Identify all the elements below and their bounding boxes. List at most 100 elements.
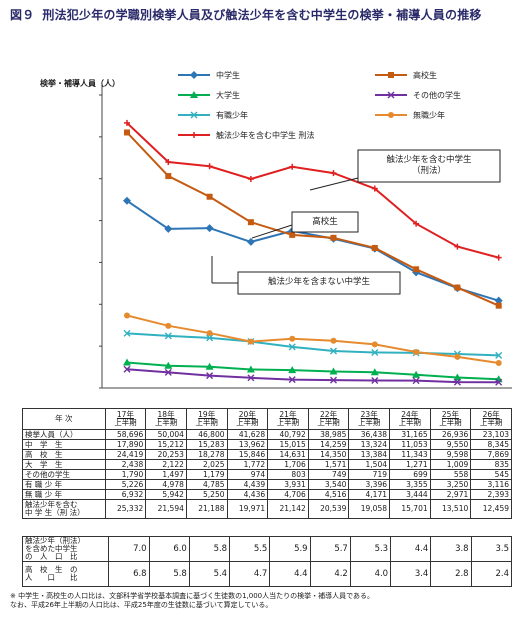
data-point — [123, 365, 131, 373]
year-header: 18年 上半期 — [145, 408, 187, 430]
y-axis-title: 検挙・補導人員（人） — [40, 78, 120, 88]
year-label: 26年 — [482, 410, 500, 420]
half-label: 上半期 — [276, 418, 300, 427]
table-cell: 1,772 — [226, 459, 269, 470]
data-point — [164, 224, 173, 233]
table-cell: 15,701 — [389, 499, 431, 519]
table-cell: 3,540 — [307, 479, 350, 490]
table-cell: 20,539 — [307, 499, 350, 519]
legend-marker — [190, 71, 198, 79]
half-label: 上半期 — [236, 418, 259, 427]
data-point — [370, 368, 379, 376]
table-cell: 23,103 — [470, 429, 512, 440]
table-cell: 14,259 — [307, 439, 350, 450]
callout-high-school-box — [291, 211, 359, 233]
data-table: 年 次 17年 上半期 18年 上半期 19年 上半期 20年 上半期 21年 上半期 22年 上半期 2… — [22, 408, 512, 519]
legend-label-0: 中学生 — [216, 70, 240, 80]
table-cell: 974 — [226, 469, 269, 480]
table-cell: 21,188 — [185, 499, 228, 519]
table-cell: 4,516 — [307, 489, 350, 500]
ratio-cell: 6.0 — [148, 536, 190, 562]
table-cell: 4,439 — [226, 479, 269, 490]
table-cell: 46,800 — [185, 429, 228, 440]
footnote: ※ 中学生・高校生の人口比は、文部科学省学校基本調査に基づく生徒数の1,000人… — [10, 592, 520, 611]
table-row: 中 学 生 17,890 15,212 15,283 13,962 15,015 14,25… — [22, 439, 512, 450]
data-point — [413, 266, 420, 273]
ratio-cell: 5.5 — [229, 536, 271, 562]
data-point — [164, 361, 173, 369]
legend-label-6: 触法少年を含む中学生 刑法 — [216, 130, 315, 140]
callout-middle-school-incl-text: 触法少年を含む中学生 — [386, 154, 472, 165]
table-cell: 1,497 — [145, 469, 187, 480]
half-label: 上半期 — [195, 418, 218, 427]
half-label: 上半期 — [479, 418, 503, 427]
table-cell: 40,792 — [267, 429, 309, 440]
table-corner: 年 次 — [22, 408, 106, 430]
row-label: 検挙人員（人） — [22, 429, 106, 440]
table-cell: 58,696 — [104, 429, 147, 440]
year-label: 22年 — [320, 410, 338, 420]
data-point — [371, 341, 378, 348]
half-label: 上半期 — [154, 418, 178, 427]
table-cell: 1,571 — [307, 459, 350, 470]
row-label: 中 学 生 — [22, 439, 106, 450]
data-point — [205, 362, 214, 370]
figure-title: 図９ 刑法犯少年の学職別検挙人員及び触法少年を含む中学生の検挙・補導人員の推移 — [10, 6, 522, 23]
table-cell: 719 — [348, 469, 390, 480]
data-point — [330, 234, 337, 241]
row-label: 無 職 少 年 — [22, 489, 106, 500]
ratio-cell: 5.7 — [309, 536, 351, 562]
ratio-cell: 3.5 — [470, 536, 513, 562]
table-header-row: 年 次 17年 上半期 18年 上半期 19年 上半期 20年 上半期 21年 上半期 22年 上半期 2… — [22, 408, 512, 430]
table-cell: 9,598 — [429, 449, 472, 460]
legend-label-3: その他の学生 — [413, 90, 461, 100]
ratio-cell: 4.0 — [349, 561, 392, 587]
data-point — [371, 348, 379, 356]
table-cell: 12,459 — [470, 499, 512, 519]
data-point — [247, 338, 254, 345]
table-cell: 15,283 — [185, 439, 228, 450]
table-cell: 14,350 — [307, 449, 350, 460]
year-label: 18年 — [157, 410, 175, 420]
data-point — [329, 367, 338, 375]
table-cell: 7,869 — [470, 449, 512, 460]
series-line-5 — [126, 314, 499, 364]
data-point — [413, 348, 420, 355]
table-row: 高 校 生 24,419 20,253 18,278 15,846 14,631 14,35… — [22, 449, 512, 460]
ratio-cell: 3.4 — [390, 561, 432, 587]
table-cell: 1,179 — [185, 469, 228, 480]
ratio-cell: 7.0 — [108, 536, 150, 562]
table-cell: 1,790 — [104, 469, 147, 480]
data-point — [330, 347, 337, 355]
table-cell: 2,438 — [104, 459, 147, 470]
year-header: 21年 上半期 — [267, 408, 309, 430]
row-label-line: を含めた中学生 — [25, 544, 78, 554]
series-line-1 — [126, 131, 500, 307]
data-point — [453, 373, 462, 381]
table-cell: 20,253 — [145, 449, 187, 460]
legend-marker — [190, 91, 198, 98]
table-cell: 749 — [307, 469, 350, 480]
table-cell: 13,510 — [429, 499, 472, 519]
ratio-cell: 3.8 — [430, 536, 472, 562]
data-point — [165, 322, 172, 329]
callout-middle-school-incl-arrow — [309, 177, 359, 191]
table-cell: 3,116 — [470, 479, 512, 490]
table-cell: 558 — [429, 469, 472, 480]
data-point — [165, 173, 172, 180]
row-label-line: 人 口 比 — [25, 573, 78, 582]
half-label: 上半期 — [439, 418, 462, 427]
table-cell: 11,053 — [389, 439, 431, 450]
half-label: 上半期 — [114, 418, 137, 427]
year-label: 21年 — [279, 410, 297, 420]
ratio-cell: 6.8 — [108, 561, 150, 587]
table-cell: 3,396 — [348, 479, 390, 490]
legend-label-1: 高校生 — [413, 70, 437, 80]
table-row: 触法少年を含む中 学 生（刑 法） 25,332 21,594 21,188 19,97… — [22, 499, 512, 519]
table-cell: 5,942 — [145, 489, 187, 500]
legend-marker — [387, 91, 395, 99]
data-point — [247, 219, 254, 226]
table-cell: 26,936 — [429, 429, 472, 440]
callout-middle-school-excl-text: 触法少年を含まない中学生 — [268, 276, 371, 287]
